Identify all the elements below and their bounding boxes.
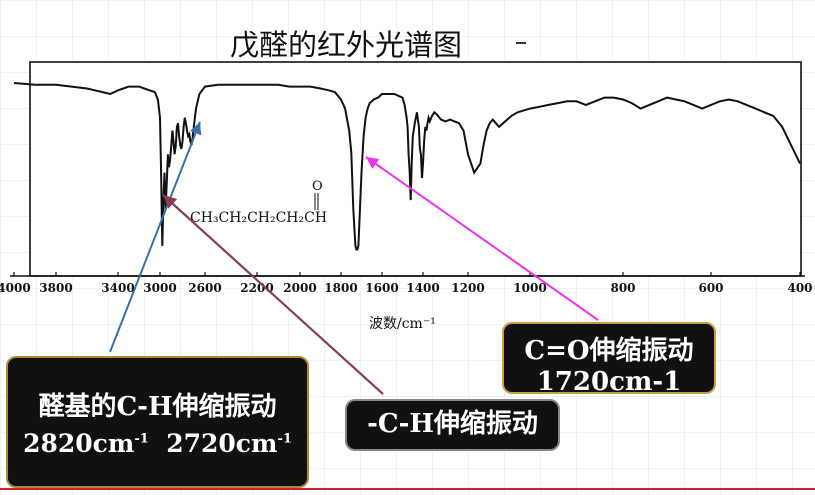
x-tick-label: 4000 xyxy=(0,281,31,295)
spectrum-curve xyxy=(13,82,801,251)
x-tick-label: 1000 xyxy=(513,281,546,295)
value-2720-exp: -1 xyxy=(277,431,292,447)
bottom-rule xyxy=(0,488,815,490)
value-2720: 2720cm xyxy=(166,429,278,458)
x-tick-label: 3000 xyxy=(143,281,176,295)
value-2820-exp: -1 xyxy=(134,431,149,447)
chart-title: 戊醛的红外光谱图 xyxy=(230,28,463,62)
callout-ch-title: -C-H伸缩振动 xyxy=(367,409,538,439)
arrow-aldehyde-ch xyxy=(109,121,202,353)
structure-formula: CH₃CH₂CH₂CH₂CH xyxy=(190,210,327,226)
carbonyl-oxygen: O xyxy=(312,179,323,194)
callout-co-value: 1720cm-1 xyxy=(536,367,682,397)
callout-aldehyde-ch: 醛基的C-H伸缩振动 2820cm-1 2720cm-1 xyxy=(6,356,309,488)
value-2820: 2820cm xyxy=(23,429,135,458)
x-tick-label: 2600 xyxy=(188,281,221,295)
x-tick-label: 1800 xyxy=(324,281,357,295)
plot-area xyxy=(29,61,802,277)
x-tick-label: 3800 xyxy=(39,281,72,295)
callout-ch: -C-H伸缩振动 xyxy=(345,399,560,451)
arrow-ch xyxy=(162,194,384,395)
callout-aldehyde-ch-title: 醛基的C-H伸缩振动 xyxy=(38,392,277,422)
x-tick-label: 2000 xyxy=(283,281,316,295)
arrow-co xyxy=(365,156,599,321)
x-tick-label: 1200 xyxy=(451,281,484,295)
x-axis-tick-labels: 4000 3800 3400 3000 2600 2200 2000 1800 1600 1400… xyxy=(0,281,813,295)
callout-co: C=O伸缩振动 1720cm-1 xyxy=(502,322,716,397)
x-axis-label: 波数/cm⁻¹ xyxy=(369,316,436,332)
title-dash xyxy=(516,42,526,44)
x-tick-label: 800 xyxy=(610,281,635,295)
callout-co-title: C=O伸缩振动 xyxy=(524,336,694,366)
x-tick-label: 2200 xyxy=(240,281,273,295)
x-tick-label: 1400 xyxy=(406,281,439,295)
x-tick-label: 3400 xyxy=(101,281,134,295)
x-tick-label: 600 xyxy=(698,281,723,295)
x-tick-label: 400 xyxy=(787,281,812,295)
x-tick-label: 1600 xyxy=(365,281,398,295)
callout-aldehyde-ch-values: 2820cm-1 2720cm-1 xyxy=(8,429,307,458)
